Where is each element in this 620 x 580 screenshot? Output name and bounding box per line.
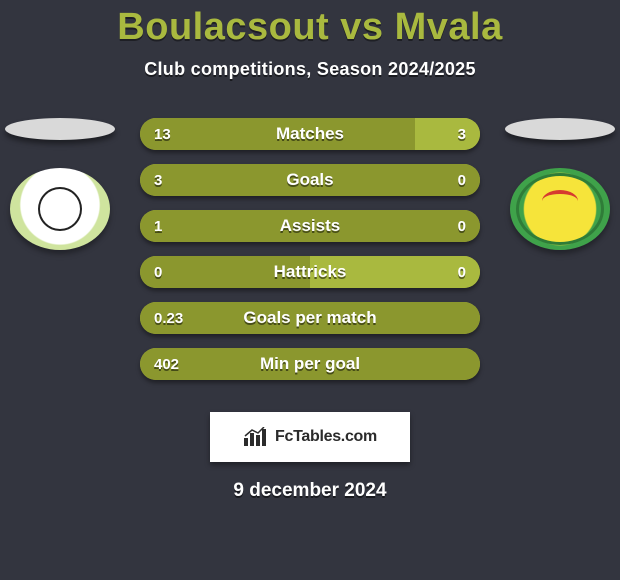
stat-bar: 13 Matches 3	[140, 118, 480, 150]
left-shadow-ellipse	[5, 118, 115, 140]
infographic-root: Boulacsout vs Mvala Club competitions, S…	[0, 0, 620, 580]
stat-bar: 0.23 Goals per match	[140, 302, 480, 334]
stat-bar: 3 Goals 0	[140, 164, 480, 196]
stat-value-right: 0	[458, 264, 466, 281]
stat-label: Hattricks	[274, 262, 347, 282]
stat-bar-fill-right	[415, 118, 480, 150]
stat-value-left: 0.23	[154, 310, 183, 327]
page-subtitle: Club competitions, Season 2024/2025	[0, 59, 620, 80]
date-label: 9 december 2024	[0, 480, 620, 502]
right-shadow-ellipse	[505, 118, 615, 140]
stat-value-right: 3	[458, 126, 466, 143]
stat-label: Goals per match	[243, 308, 376, 328]
left-team-column	[0, 118, 120, 250]
stat-bar: 0 Hattricks 0	[140, 256, 480, 288]
stat-value-left: 1	[154, 218, 162, 235]
stat-value-right: 0	[458, 172, 466, 189]
stat-label: Assists	[280, 216, 340, 236]
team-left-crest-icon	[10, 168, 110, 250]
brand-text: FcTables.com	[275, 428, 377, 446]
stat-label: Matches	[276, 124, 344, 144]
stat-value-left: 402	[154, 356, 179, 373]
stat-label: Min per goal	[260, 354, 360, 374]
stat-value-left: 13	[154, 126, 171, 143]
right-team-column	[500, 118, 620, 250]
stat-value-left: 3	[154, 172, 162, 189]
stat-label: Goals	[286, 170, 333, 190]
page-title: Boulacsout vs Mvala	[0, 6, 620, 49]
brand-box: FcTables.com	[210, 412, 410, 462]
stat-bars: 13 Matches 3 3 Goals 0 1 Assists 0 0 Hattricks 0 0.2…	[140, 118, 480, 380]
team-right-crest-icon	[510, 168, 610, 250]
stat-value-right: 0	[458, 218, 466, 235]
comparison-content: 13 Matches 3 3 Goals 0 1 Assists 0 0 Hattricks 0 0.2…	[0, 118, 620, 388]
brand-chart-icon	[243, 427, 269, 447]
stat-bar: 402 Min per goal	[140, 348, 480, 380]
stat-value-left: 0	[154, 264, 162, 281]
stat-bar: 1 Assists 0	[140, 210, 480, 242]
